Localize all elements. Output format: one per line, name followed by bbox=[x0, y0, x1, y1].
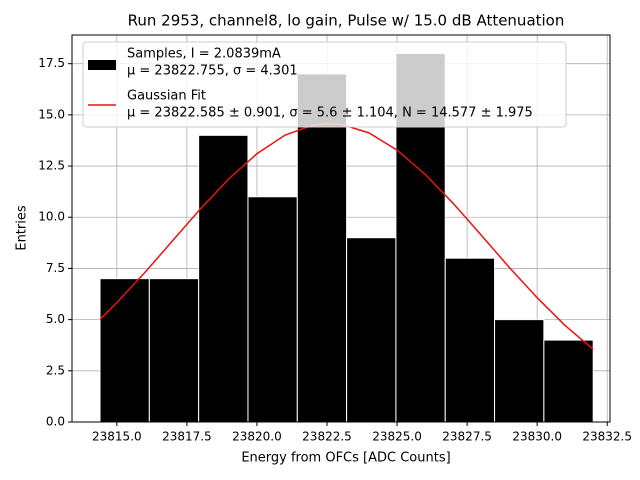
y-tick-label: 0.0 bbox=[46, 415, 65, 429]
x-tick-label: 23815.0 bbox=[92, 430, 142, 444]
bar bbox=[296, 73, 348, 423]
bar bbox=[346, 237, 397, 423]
x-tick-label: 23825.0 bbox=[372, 430, 422, 444]
y-tick-label: 2.5 bbox=[46, 363, 65, 377]
bar bbox=[494, 319, 545, 423]
y-axis-label: Entries bbox=[15, 205, 30, 251]
x-tick-label: 23830.0 bbox=[512, 430, 562, 444]
x-tick-label: 23817.5 bbox=[162, 430, 212, 444]
legend-box bbox=[82, 41, 567, 128]
bar bbox=[247, 196, 298, 423]
legend-label: μ = 23822.585 ± 0.901, σ = 5.6 ± 1.104, … bbox=[127, 106, 533, 121]
legend-label: Samples, I = 2.0839mA bbox=[127, 47, 281, 62]
bar bbox=[444, 257, 496, 423]
y-tick-label: 7.5 bbox=[46, 261, 65, 275]
bar bbox=[198, 134, 249, 423]
x-tick-label: 23827.5 bbox=[442, 430, 492, 444]
x-tick-label: 23820.0 bbox=[232, 430, 282, 444]
legend-label: Gaussian Fit bbox=[127, 89, 206, 104]
x-tick-label: 23832.5 bbox=[582, 430, 632, 444]
x-tick-label: 23822.5 bbox=[302, 430, 352, 444]
legend-label: μ = 23822.755, σ = 4.301 bbox=[127, 64, 298, 79]
bar bbox=[543, 339, 594, 423]
legend-swatch bbox=[88, 60, 116, 70]
bar bbox=[148, 278, 200, 423]
bar bbox=[99, 278, 150, 423]
y-tick-label: 10.0 bbox=[38, 210, 65, 224]
chart-title: Run 2953, channel8, lo gain, Pulse w/ 15… bbox=[128, 12, 565, 30]
plot-frame bbox=[71, 34, 611, 423]
x-axis-label: Energy from OFCs [ADC Counts] bbox=[241, 451, 450, 466]
y-tick-label: 5.0 bbox=[46, 312, 65, 326]
y-tick-label: 15.0 bbox=[38, 107, 65, 121]
y-tick-label: 17.5 bbox=[38, 56, 65, 70]
y-tick-label: 12.5 bbox=[38, 159, 65, 173]
